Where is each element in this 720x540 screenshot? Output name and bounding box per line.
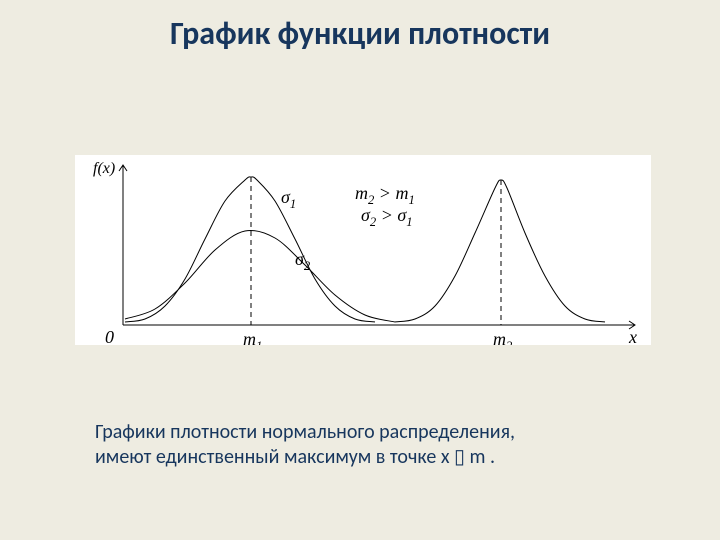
svg-text:0: 0	[105, 327, 114, 345]
svg-text:m2 > m1: m2 > m1	[355, 183, 415, 207]
svg-text:m1: m1	[243, 329, 262, 345]
svg-text:σ1: σ1	[281, 187, 296, 211]
caption: Графики плотности нормального распределе…	[95, 420, 635, 469]
svg-text:f(x): f(x)	[93, 160, 115, 177]
caption-line2: имеют единственный максимум в точке x ▯ …	[95, 445, 495, 469]
svg-text:x: x	[628, 327, 637, 345]
slide-title: График функции плотности	[0, 14, 720, 53]
svg-text:σ2 > σ1: σ2 > σ1	[361, 205, 413, 229]
svg-text:m2: m2	[493, 329, 513, 345]
chart-svg: 0 f(x) x σ1 σ2 m1 m2 m2 > m1σ2 > σ1	[75, 155, 651, 345]
caption-line1: Графики плотности нормального распределе…	[95, 420, 515, 444]
slide: График функции плотности 0 f(x) x σ1 σ2 m1 m2 m…	[0, 0, 720, 540]
svg-text:σ2: σ2	[295, 249, 311, 273]
chart-container: 0 f(x) x σ1 σ2 m1 m2 m2 > m1σ2 > σ1	[75, 155, 651, 345]
